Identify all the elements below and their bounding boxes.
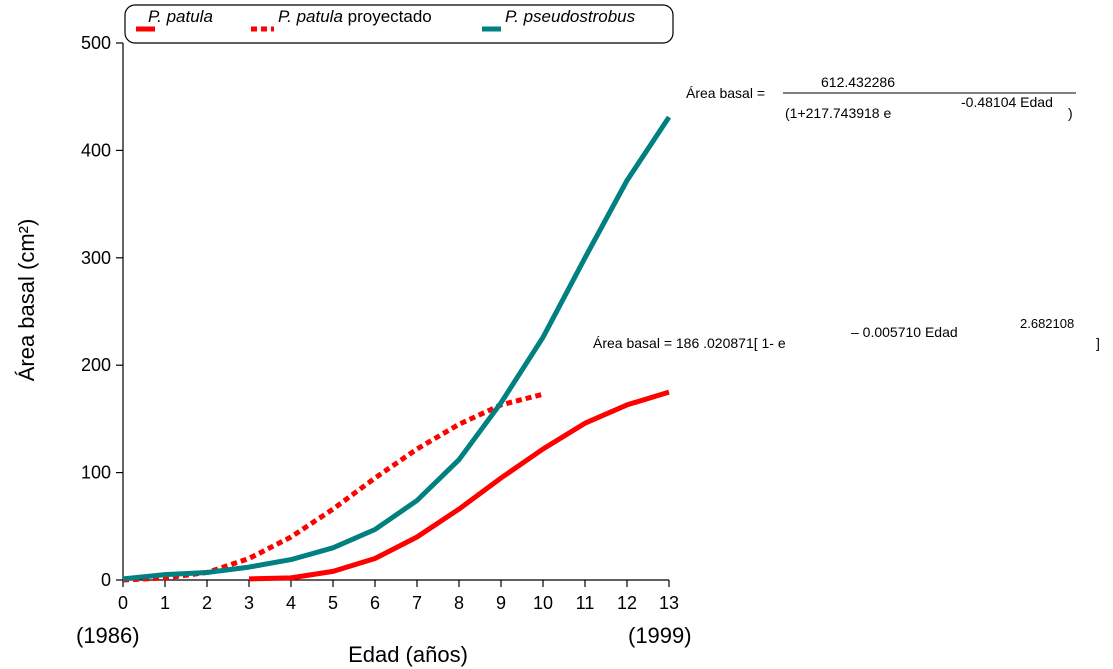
eq2-exponent-power: 2.682108	[1020, 316, 1074, 331]
x-tick-label: 8	[454, 593, 464, 613]
x-tick-label: 10	[533, 593, 553, 613]
x-axis-title: Edad (años)	[348, 642, 468, 667]
legend: P. patula P. patula proyectado P. pseudo…	[124, 4, 674, 44]
x-tick-label: 6	[370, 593, 380, 613]
y-tick-label: 0	[101, 570, 111, 590]
x-tick-label: 11	[576, 593, 595, 613]
y-tick-label: 500	[81, 33, 111, 53]
y-axis-title: Área basal (cm²)	[14, 219, 39, 382]
x-year-start-label: (1986)	[76, 623, 140, 648]
eq2-close: ]	[1096, 335, 1100, 351]
y-tick-label: 200	[81, 355, 111, 375]
x-tick-label: 5	[328, 593, 338, 613]
legend-box	[124, 4, 674, 44]
y-tick-label: 300	[81, 248, 111, 268]
x-tick-label: 12	[617, 593, 637, 613]
equation-logistic: Área basal = 612.432286 (1+217.743918 e …	[686, 74, 1076, 121]
legend-label-p-pseudostrobus: P. pseudostrobus	[505, 7, 636, 26]
x-tick-label: 1	[160, 593, 170, 613]
x-tick-label: 4	[286, 593, 296, 613]
series-line-p-patula-proyectado	[122, 391, 544, 583]
legend-label-p-patula-proyectado: P. patula proyectado	[278, 7, 432, 26]
y-ticks: 0 100 200 300 400 500	[81, 33, 123, 590]
eq1-exponent: -0.48104 Edad	[961, 94, 1053, 110]
eq1-numerator: 612.432286	[821, 74, 895, 90]
eq2-lhs: Área basal = 186 .020871[ 1- e	[593, 335, 786, 351]
x-tick-label: 0	[118, 593, 128, 613]
equation-weibull: Área basal = 186 .020871[ 1- e – 0.00571…	[593, 316, 1100, 351]
eq1-close: )	[1068, 105, 1073, 121]
x-year-end-label: (1999)	[628, 623, 692, 648]
eq2-exponent: – 0.005710 Edad	[851, 324, 958, 340]
eq1-denominator: (1+217.743918 e	[785, 105, 891, 121]
legend-label-p-patula: P. patula	[148, 7, 213, 26]
series-line-p-pseudostrobus	[122, 115, 672, 582]
x-tick-label: 3	[244, 593, 254, 613]
x-tick-label: 9	[496, 593, 506, 613]
x-tick-label: 13	[659, 593, 679, 613]
x-tick-label: 7	[412, 593, 422, 613]
x-ticks: 0 1 2 3 4 5 6 7 8 9 10 11 12 13	[118, 580, 679, 613]
x-tick-label: 2	[202, 593, 212, 613]
series-line-p-patula	[248, 389, 670, 582]
eq1-lhs: Área basal =	[686, 85, 765, 101]
series-layer	[122, 115, 672, 583]
y-tick-label: 400	[81, 140, 111, 160]
y-tick-label: 100	[81, 463, 111, 483]
